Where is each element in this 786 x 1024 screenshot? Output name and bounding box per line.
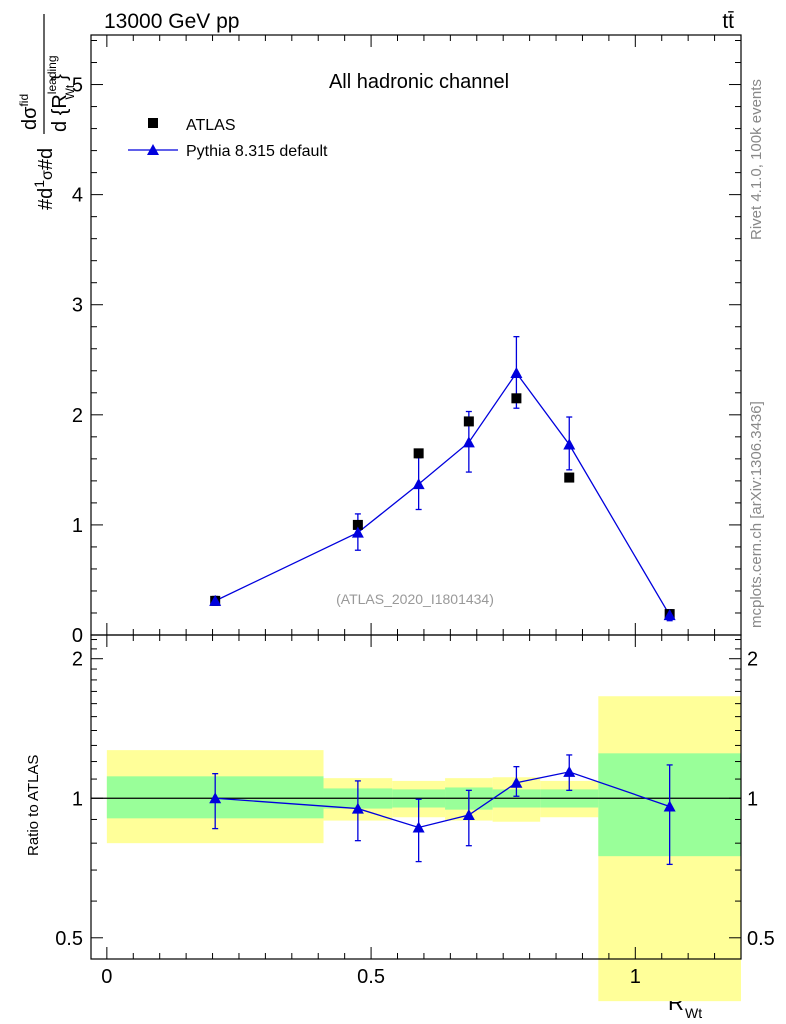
legend-pythia-marker — [147, 144, 159, 155]
legend-pythia-label: Pythia 8.315 default — [186, 143, 328, 160]
ratio-pythia-point — [563, 765, 576, 777]
x-axis-label-sub: Wt — [685, 1005, 702, 1021]
main-panel-frame: 0 1 2 3 4 5 — [72, 34, 742, 647]
ratio-panel-border — [90, 634, 742, 960]
ratio-pythia-point — [209, 792, 222, 804]
ratio-ytick-label-right: 1 — [747, 788, 758, 810]
ratio-xtick-label: 0 — [101, 966, 112, 988]
main-ytick-label: 1 — [72, 515, 83, 537]
ratio-ytick-label: 2 — [72, 649, 83, 671]
pythia-point — [351, 526, 364, 538]
ylabel-denominator: d {Rleading Wt} — [45, 55, 77, 132]
atlas-point — [413, 448, 424, 459]
ylabel-part-a: #d — [35, 188, 57, 210]
pythia-point — [462, 436, 475, 448]
ylabel-numerator: dσfid — [17, 94, 41, 130]
ratio-pythia-point — [351, 802, 364, 814]
main-ytick-label: 0 — [72, 625, 83, 647]
atlas-point — [352, 519, 363, 530]
ratio-xtick-label: 1 — [630, 966, 641, 988]
ylabel-part-c: σ — [39, 170, 56, 180]
header-process-label: tt̄ — [722, 10, 734, 33]
ylabel-den-sub: Wt — [63, 84, 77, 99]
ratio-pythia-point — [663, 800, 676, 812]
svg-text:#d1σ#d: #d1σ#d — [31, 148, 57, 210]
main-panel-marks — [209, 336, 676, 622]
ylabel-num-text: dσ — [19, 106, 41, 130]
ratio-y-axis-label: Ratio to ATLAS — [25, 755, 42, 856]
main-ytick-label: 5 — [72, 75, 83, 97]
ratio-ytick-label-right: 2 — [747, 649, 758, 671]
ylabel-num-sup: fid — [17, 94, 31, 107]
pythia-line — [214, 371, 671, 616]
ratio-ytick-label: 1 — [72, 788, 83, 810]
chart-title: All hadronic channel — [329, 71, 509, 93]
atlas-point — [511, 393, 522, 404]
atlas-point — [463, 416, 474, 427]
pythia-point — [663, 609, 676, 621]
pythia-point — [510, 366, 523, 378]
header-energy-label: 13000 GeV pp — [104, 10, 239, 33]
main-ytick-label: 2 — [72, 405, 83, 427]
main-y-axis-label: #d1σ#d dσfid d {Rleading Wt} — [17, 14, 77, 210]
ratio-ytick-label: 0.5 — [55, 928, 83, 950]
ylabel-part-d: #d — [35, 148, 57, 170]
pythia-point — [563, 438, 576, 450]
ylabel-part-b: 1 — [31, 180, 47, 188]
ylabel-den-text: d {R — [49, 94, 71, 132]
pythia-point — [209, 594, 222, 606]
ylabel-den-close: } — [49, 74, 71, 81]
ratio-xtick-label: 0.5 — [357, 966, 385, 988]
atlas-point — [564, 472, 575, 483]
rivet-version-label: Rivet 4.1.0, 100k events — [748, 79, 765, 240]
analysis-watermark: (ATLAS_2020_I1801434) — [336, 591, 494, 607]
ratio-pythia-point — [510, 776, 523, 788]
legend: ATLAS Pythia 8.315 default — [128, 117, 328, 160]
legend-atlas-marker — [148, 118, 158, 128]
ratio-pythia-point — [462, 809, 475, 821]
main-ytick-label: 4 — [72, 185, 83, 207]
ratio-pythia-point — [412, 821, 425, 833]
ylabel-den-sup: leading — [45, 55, 59, 94]
pythia-point — [412, 478, 425, 490]
ratio-ytick-label-right: 0.5 — [747, 928, 775, 950]
main-ytick-label: 3 — [72, 295, 83, 317]
legend-atlas-label: ATLAS — [186, 117, 236, 134]
ratio-panel-marks — [209, 754, 676, 866]
mcplots-source-label: mcplots.cern.ch [arXiv:1306.3436] — [748, 401, 765, 628]
ratio-panel-frame: 0.5 0.5 1 1 2 2 0 0.5 1 — [55, 634, 775, 988]
